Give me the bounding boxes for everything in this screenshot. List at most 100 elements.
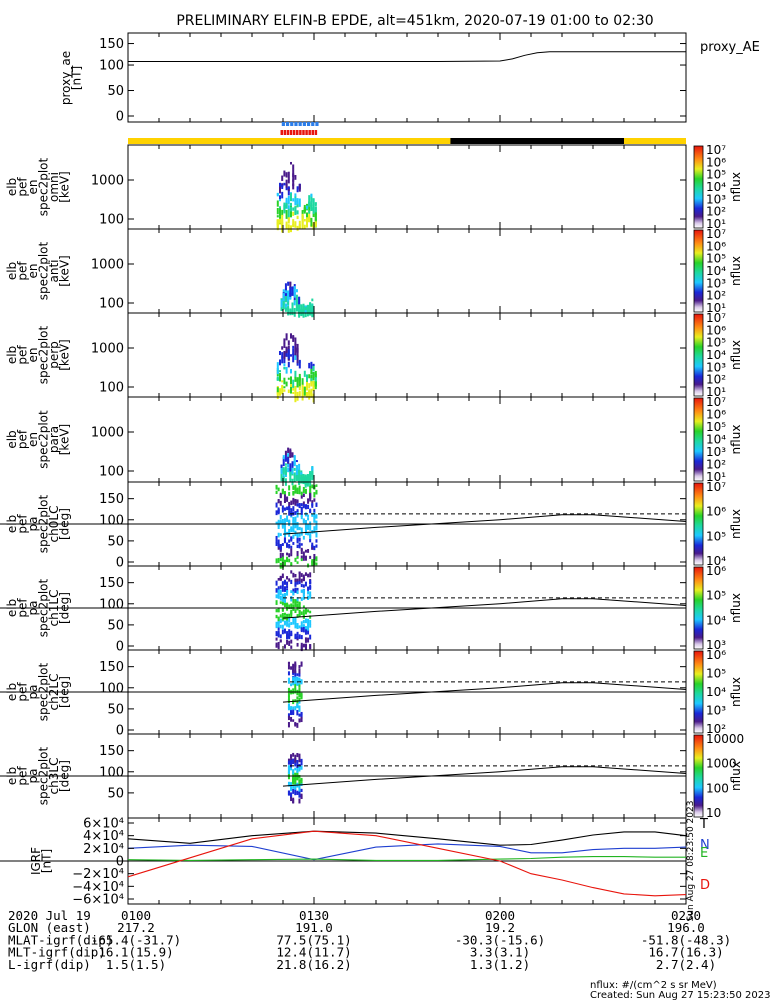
pa-cell (283, 491, 286, 495)
pa-cell (307, 524, 310, 530)
y-axis-label: proxy_ae (59, 51, 73, 105)
pa-cell (292, 487, 295, 490)
pa-cell (302, 643, 305, 647)
colorbar-label: nflux (729, 256, 743, 286)
pa-cell (307, 563, 310, 568)
spectrogram-cell (301, 393, 304, 398)
pa-cell (292, 677, 295, 683)
sunlight-bar-segment-eclipse (450, 138, 624, 144)
pa-cell (279, 618, 282, 622)
igrf-series-T (127, 830, 687, 846)
spectrogram-cell (282, 289, 285, 295)
spectrogram-cell (306, 212, 308, 218)
pa-cell (302, 535, 305, 540)
pa-cell (277, 578, 280, 581)
pa-cell (277, 589, 280, 595)
colorbar-tick-label: 10⁵ (706, 252, 726, 266)
pa-cell (311, 547, 314, 550)
colorbar-label: nflux (729, 509, 743, 539)
colorbar-tick-label: 10² (706, 205, 726, 219)
colorbar-tick-label: 10⁴ (706, 613, 726, 627)
spectrogram-cell (314, 202, 317, 205)
pa-cell (290, 785, 293, 792)
pa-cell (300, 491, 303, 497)
pa-cell (300, 645, 303, 652)
spectrogram-cell (303, 219, 306, 222)
spectrogram-cell (308, 383, 311, 389)
pa-cell (296, 503, 299, 507)
y-tick-label: −2×10⁴ (72, 867, 124, 882)
footer-value: 217.2 (117, 920, 155, 935)
blue-marker (302, 122, 306, 126)
spectrogram-cell (308, 390, 311, 397)
pa-cell (296, 790, 299, 794)
pa-cell (294, 767, 297, 771)
y-tick-label: 150 (99, 492, 124, 507)
y-axis-label: pa (26, 601, 40, 616)
pa-cell (300, 777, 303, 782)
colorbar-tick-label: 10⁶ (706, 648, 726, 662)
pa-cell (292, 799, 295, 804)
spectrogram-cell (281, 352, 284, 358)
pa-cell (275, 600, 278, 605)
y-axis-label: anti (47, 260, 61, 283)
spectrogram-cell (281, 184, 284, 188)
spectrogram-cell (284, 308, 287, 312)
pa-cell (275, 609, 278, 613)
spectrogram-cell (276, 219, 279, 225)
igrf-series-D (127, 830, 687, 897)
spectrogram-cell (287, 195, 290, 205)
pa-cell (298, 576, 301, 582)
pa-cell (290, 759, 293, 764)
pa-cell (300, 661, 303, 667)
pa-cell (292, 606, 295, 611)
pa-cell (286, 576, 289, 580)
y-axis-label: elb (5, 515, 19, 533)
pa-cell (281, 524, 284, 529)
pa-cell (292, 499, 295, 505)
pa-cell (279, 589, 282, 596)
spectrogram-cell (290, 369, 292, 374)
colorbar (693, 229, 704, 313)
spectrogram-cell (284, 463, 287, 466)
pa-cell (281, 593, 284, 598)
pa-cell (275, 484, 278, 488)
spectrogram-cell (302, 474, 305, 480)
pa-cell (309, 624, 312, 628)
spectrogram-cell (302, 307, 305, 316)
pa-cell (298, 533, 301, 537)
footer-value: 16.1(15.9) (98, 945, 173, 960)
pa-cell (294, 772, 297, 776)
pa-cell (296, 710, 299, 716)
colorbar-tick-label: 10⁷ (706, 143, 726, 157)
spectrogram-cell (281, 384, 284, 394)
spectrogram-cell (293, 289, 296, 298)
pa-cell (298, 489, 301, 495)
pa-cell (292, 663, 295, 668)
spectrogram-cell (295, 294, 298, 300)
spectrogram-cell (298, 304, 301, 310)
spectrogram-cell (301, 384, 304, 392)
pa-cell (287, 687, 290, 692)
spectrogram (301, 193, 317, 230)
spectrogram-cell (298, 184, 301, 192)
pa-cell (309, 492, 312, 499)
pa-cell (279, 614, 282, 618)
pa-cell (302, 609, 305, 614)
pa-cell (290, 528, 293, 533)
pa-cell (315, 544, 318, 548)
pa-cell (294, 633, 297, 638)
pa-cell (304, 581, 307, 587)
colorbar-tick-label: 10⁷ (706, 480, 726, 494)
spectrogram-cell (287, 345, 290, 353)
y-axis-label: spec2plot (36, 662, 50, 721)
pa-cell (304, 645, 307, 651)
pa-cell (281, 615, 284, 621)
spectrogram-cell (310, 391, 313, 398)
pa-cell (287, 699, 290, 704)
pa-cell (300, 758, 303, 763)
spectrogram-cell (294, 193, 297, 198)
spectrogram-cell (290, 209, 292, 218)
y-axis-label: pa (26, 517, 40, 532)
pa-cell (279, 634, 282, 639)
